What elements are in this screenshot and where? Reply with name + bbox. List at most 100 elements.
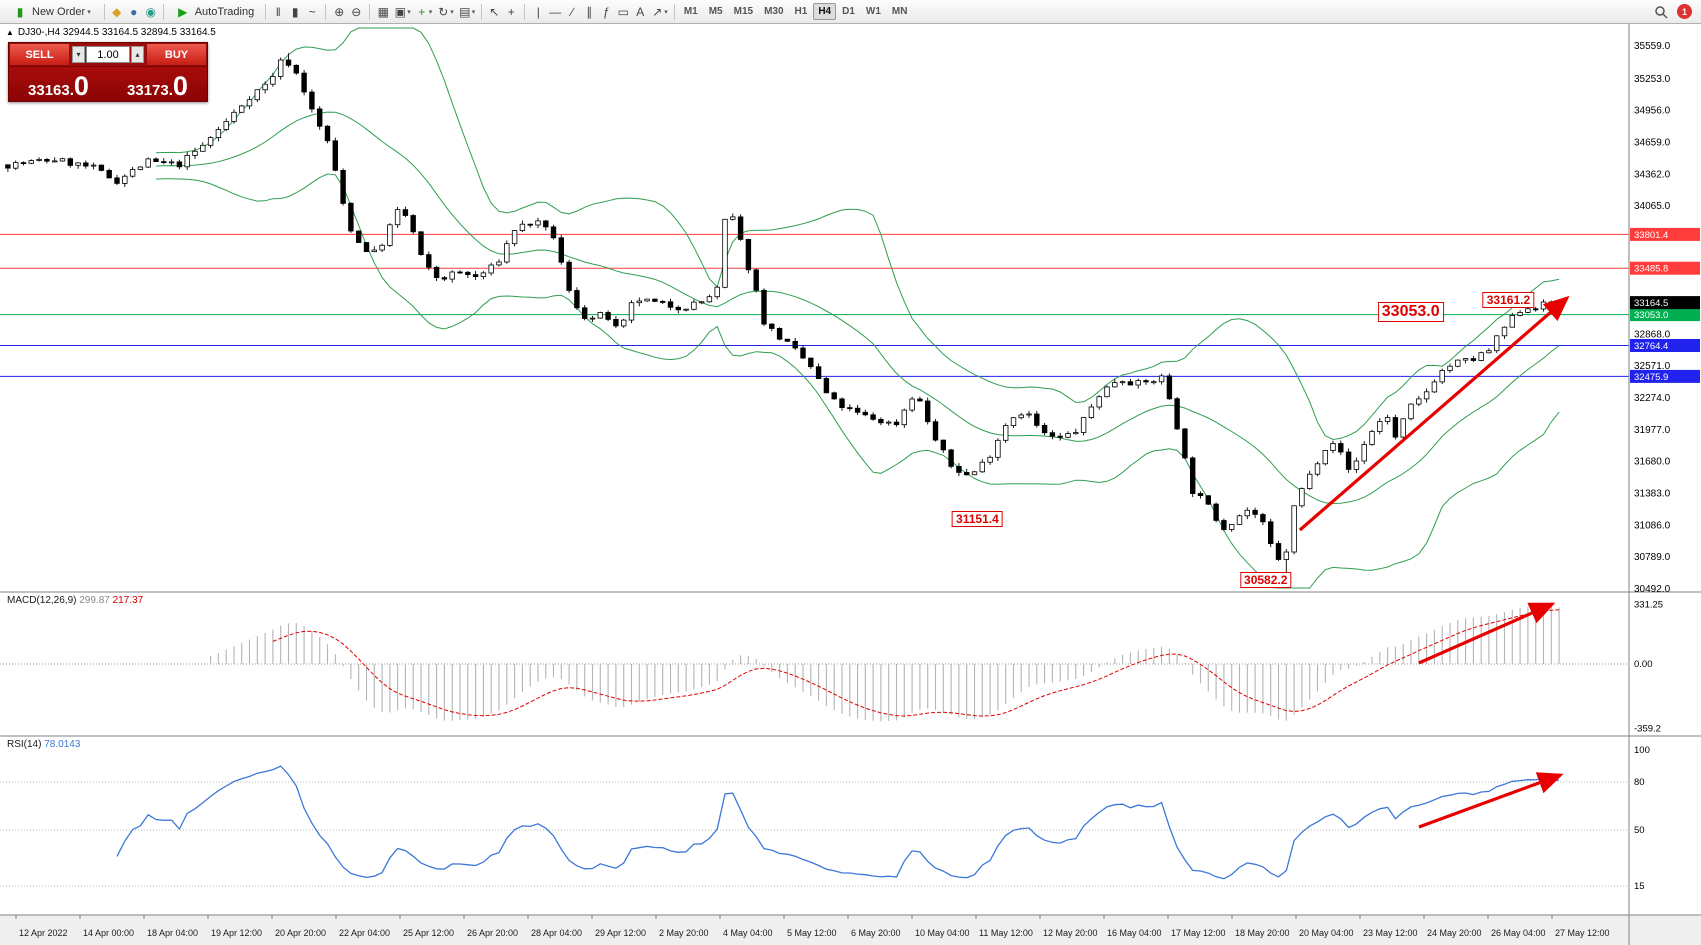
crosshair-icon[interactable]: +: [507, 4, 515, 19]
price-annotation[interactable]: 31151.4: [952, 511, 1003, 527]
timeframe-d1-button[interactable]: D1: [842, 6, 855, 17]
timeframe-mn-button[interactable]: MN: [891, 6, 908, 17]
new-chart-icon[interactable]: ▣: [394, 4, 406, 19]
chevron-down-icon[interactable]: ▾: [450, 8, 454, 16]
one-click-trading-panel: SELL ▾ ▴ BUY 33163.0 33173.0: [8, 42, 208, 102]
line-chart-icon[interactable]: ~: [308, 4, 316, 19]
timeframe-h1-button[interactable]: H1: [794, 6, 808, 17]
axis-label: 16 May 04:00: [1107, 928, 1162, 938]
timeframe-m30-button[interactable]: M30: [764, 6, 784, 17]
zoom-out-icon[interactable]: ⊖: [351, 4, 362, 19]
candlestick-chart-icon[interactable]: ▮: [291, 4, 299, 19]
axis-label: 25 Apr 12:00: [403, 928, 454, 938]
chart-area: 331.25 0.00 -359.2 100 80 50 15 35559.0 35253.0 3…: [0, 24, 1701, 945]
chevron-down-icon[interactable]: ▾: [407, 8, 411, 16]
new-order-icon: ▮: [16, 4, 24, 19]
shapes-icon[interactable]: ▭: [617, 4, 629, 19]
toolbar: ▮ New Order ▾ ◆ ● ◉ ▶ AutoTrading ‖ ▮ ~ ⊕ ⊖ ▦ ▣ ▾…: [0, 0, 1701, 24]
axis-label: 18 May 20:00: [1235, 928, 1290, 938]
price-annotation[interactable]: 33053.0: [1377, 302, 1444, 322]
text-icon[interactable]: A: [636, 4, 645, 19]
axis-label: 27 May 12:00: [1555, 928, 1610, 938]
scripts-icon[interactable]: ●: [130, 4, 138, 19]
trendline-icon[interactable]: ∕: [571, 4, 574, 19]
timeframe-h4-button[interactable]: H4: [813, 3, 837, 20]
axis-label: 34659.0: [1634, 137, 1671, 148]
autotrading-button[interactable]: ▶ AutoTrading: [168, 0, 262, 24]
axis-label: 26 Apr 20:00: [467, 928, 518, 938]
candles: [5, 53, 1562, 580]
toolbar-separator: [162, 3, 164, 20]
market-watch-icon[interactable]: ◉: [145, 4, 156, 19]
toolbar-separator: [325, 3, 327, 20]
timeframe-w1-button[interactable]: W1: [865, 6, 881, 17]
time-axis[interactable]: [0, 915, 1629, 945]
trend-arrow-rsi[interactable]: [1418, 772, 1564, 829]
axis-price-label: [1630, 261, 1700, 275]
price-annotation[interactable]: 33161.2: [1482, 292, 1535, 308]
indicators-icon[interactable]: +: [418, 4, 426, 19]
axis-label: 19 Apr 12:00: [211, 928, 262, 938]
new-order-button[interactable]: ▮ New Order ▾: [5, 0, 100, 24]
expert-advisors-icon[interactable]: ◆: [112, 4, 122, 19]
symbol-ohlc-text: DJ30-,H4 32944.5 33164.5 32894.5 33164.5: [17, 27, 216, 38]
arrows-tool-icon[interactable]: ↗: [652, 4, 663, 19]
horizontal-line-icon[interactable]: ―: [549, 4, 562, 19]
axis-label: 100: [1634, 745, 1650, 756]
panel-splitter-macd[interactable]: [0, 588, 1701, 595]
axis-label: 31383.0: [1634, 489, 1671, 500]
chevron-down-icon[interactable]: ▾: [471, 8, 476, 16]
sell-price-display: 33163. 0: [28, 71, 89, 101]
templates-icon[interactable]: ▤: [459, 4, 471, 19]
axis-price-label: [1630, 369, 1700, 383]
bollinger-middle-band: [155, 111, 1560, 505]
axis-label: 26 May 04:00: [1491, 928, 1546, 938]
sell-button[interactable]: SELL: [9, 43, 70, 66]
tile-windows-icon[interactable]: ▦: [377, 4, 389, 19]
chevron-down-icon[interactable]: ▾: [428, 8, 433, 16]
bar-chart-icon[interactable]: ‖: [275, 4, 281, 19]
price-axis[interactable]: [1629, 24, 1701, 915]
axis-label: 18 Apr 04:00: [147, 928, 198, 938]
search-icon[interactable]: [1653, 3, 1669, 21]
timeframe-m1-button[interactable]: M1: [683, 6, 698, 17]
notification-badge[interactable]: 1: [1677, 4, 1692, 19]
volume-increase-button[interactable]: ▴: [131, 46, 144, 63]
chart-canvas[interactable]: 331.250.00-359.210080501535559.035253.03…: [0, 24, 1701, 945]
axis-price-label: [1630, 227, 1700, 241]
axis-price-label: [1630, 339, 1700, 352]
toolbar-separator: [673, 3, 675, 20]
chevron-down-icon[interactable]: ▾: [664, 8, 668, 16]
channel-icon[interactable]: ∥: [586, 4, 593, 19]
trend-arrow-macd[interactable]: [1418, 602, 1556, 665]
buy-price-display: 33173. 0: [127, 71, 188, 101]
rsi-indicator-label: RSI(14) 78.0143: [5, 739, 83, 750]
axis-label: 80: [1634, 777, 1645, 788]
axis-label: 12 Apr 2022: [19, 928, 68, 938]
axis-price-label: [1630, 296, 1700, 310]
price-annotation[interactable]: 30582.2: [1240, 572, 1292, 588]
timeframe-m15-button[interactable]: M15: [733, 6, 754, 17]
axis-label: 29 Apr 12:00: [595, 928, 646, 938]
axis-label: 20 Apr 20:00: [275, 928, 326, 938]
toolbar-separator: [369, 3, 371, 20]
axis-label: 12 May 20:00: [1043, 928, 1098, 938]
trend-arrow-price[interactable]: [1298, 295, 1570, 532]
symbol-trend-icon: ▲: [6, 28, 14, 37]
vertical-line-icon[interactable]: |: [536, 4, 540, 19]
axis-label: 32868.0: [1634, 329, 1671, 340]
zoom-in-icon[interactable]: ⊕: [334, 4, 345, 19]
axis-label: 15: [1634, 881, 1645, 892]
rsi-line: [116, 765, 1560, 880]
axis-label: 33164.5: [1634, 298, 1668, 309]
buy-button[interactable]: BUY: [146, 43, 207, 66]
axis-label: 32571.0: [1634, 361, 1671, 372]
period-icon[interactable]: ↻: [438, 4, 449, 19]
volume-input[interactable]: [86, 46, 130, 63]
fibonacci-icon[interactable]: ƒ: [602, 4, 610, 19]
panel-splitter-rsi[interactable]: [0, 732, 1701, 739]
timeframe-m5-button[interactable]: M5: [708, 6, 723, 17]
autotrading-label: AutoTrading: [194, 5, 255, 18]
volume-decrease-button[interactable]: ▾: [72, 46, 85, 63]
cursor-icon[interactable]: ↖: [489, 4, 500, 19]
